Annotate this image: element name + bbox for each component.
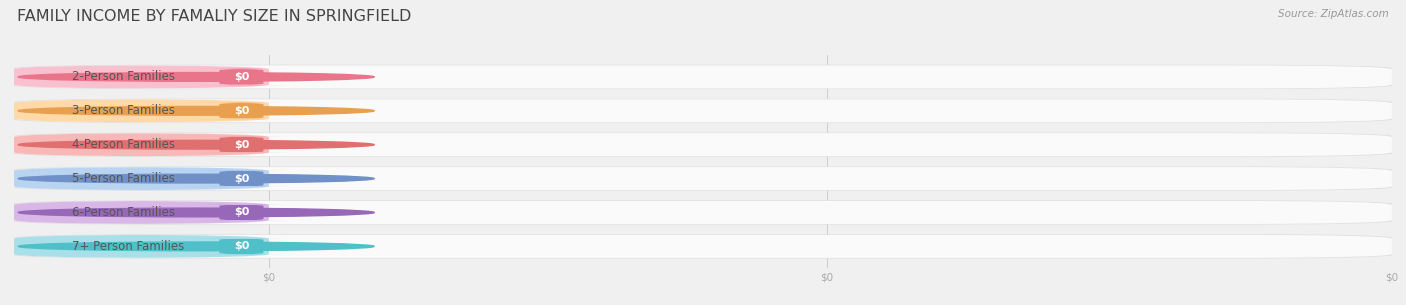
FancyBboxPatch shape bbox=[194, 136, 288, 153]
FancyBboxPatch shape bbox=[14, 235, 1392, 258]
FancyBboxPatch shape bbox=[11, 65, 1395, 89]
FancyBboxPatch shape bbox=[11, 234, 1395, 259]
Text: 6-Person Families: 6-Person Families bbox=[72, 206, 174, 219]
FancyBboxPatch shape bbox=[194, 238, 288, 255]
Text: $0: $0 bbox=[233, 241, 249, 251]
Circle shape bbox=[18, 73, 374, 81]
Text: $0: $0 bbox=[233, 174, 249, 184]
Text: 7+ Person Families: 7+ Person Families bbox=[72, 240, 184, 253]
FancyBboxPatch shape bbox=[14, 65, 1392, 88]
FancyBboxPatch shape bbox=[14, 99, 1392, 122]
FancyBboxPatch shape bbox=[11, 167, 1395, 191]
Circle shape bbox=[18, 208, 374, 217]
FancyBboxPatch shape bbox=[194, 69, 288, 85]
FancyBboxPatch shape bbox=[14, 201, 1392, 224]
FancyBboxPatch shape bbox=[11, 132, 1395, 157]
FancyBboxPatch shape bbox=[14, 133, 1392, 156]
FancyBboxPatch shape bbox=[14, 65, 269, 88]
Text: Source: ZipAtlas.com: Source: ZipAtlas.com bbox=[1278, 9, 1389, 19]
FancyBboxPatch shape bbox=[14, 133, 269, 156]
FancyBboxPatch shape bbox=[194, 170, 288, 187]
Text: $0: $0 bbox=[233, 207, 249, 217]
Text: 2-Person Families: 2-Person Families bbox=[72, 70, 174, 84]
Circle shape bbox=[18, 140, 374, 149]
FancyBboxPatch shape bbox=[14, 167, 1392, 190]
Circle shape bbox=[18, 174, 374, 183]
Circle shape bbox=[18, 242, 374, 251]
FancyBboxPatch shape bbox=[14, 201, 269, 224]
Text: 3-Person Families: 3-Person Families bbox=[72, 104, 174, 117]
FancyBboxPatch shape bbox=[194, 204, 288, 221]
FancyBboxPatch shape bbox=[194, 102, 288, 119]
FancyBboxPatch shape bbox=[14, 99, 269, 122]
Text: FAMILY INCOME BY FAMALIY SIZE IN SPRINGFIELD: FAMILY INCOME BY FAMALIY SIZE IN SPRINGF… bbox=[17, 9, 411, 24]
Text: $0: $0 bbox=[233, 140, 249, 150]
Circle shape bbox=[18, 106, 374, 115]
Text: $0: $0 bbox=[233, 106, 249, 116]
Text: 4-Person Families: 4-Person Families bbox=[72, 138, 174, 151]
Text: 5-Person Families: 5-Person Families bbox=[72, 172, 174, 185]
FancyBboxPatch shape bbox=[11, 99, 1395, 123]
FancyBboxPatch shape bbox=[11, 200, 1395, 225]
FancyBboxPatch shape bbox=[14, 235, 269, 258]
FancyBboxPatch shape bbox=[14, 167, 269, 190]
Text: $0: $0 bbox=[233, 72, 249, 82]
